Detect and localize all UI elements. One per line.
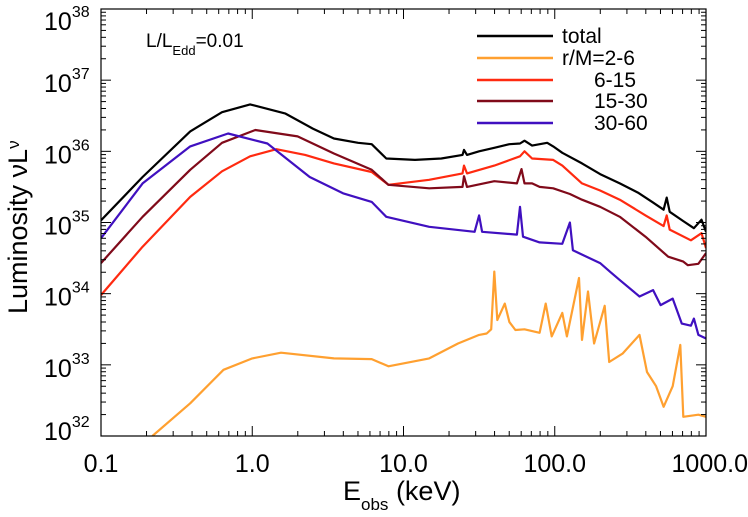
y-tick-label: 1036 (44, 137, 90, 169)
x-tick-label: 10.0 (379, 450, 428, 478)
y-tick-label: 1035 (44, 209, 90, 241)
legend-label: total (562, 25, 602, 48)
x-tick-label: 1.0 (235, 450, 270, 478)
y-tick-base: 10 (44, 418, 72, 446)
legend-label: 6-15 (594, 69, 636, 92)
legend-label: r/M=2-6 (562, 47, 635, 70)
series-line-30-60 (101, 132, 706, 340)
y-tick-exponent: 32 (72, 414, 90, 431)
series-line-15-30 (101, 128, 706, 267)
y-tick-exponent: 38 (72, 4, 90, 21)
legend-label: 15-30 (594, 90, 648, 113)
y-axis-label: Luminosity νLν (3, 140, 33, 314)
eddington-ratio-annotation: L/LEdd=0.01 (146, 31, 244, 58)
legend-label: 30-60 (594, 112, 648, 135)
y-tick-label: 1034 (44, 280, 90, 312)
y-tick-label: 1037 (44, 66, 90, 98)
y-tick-label: 1033 (44, 351, 90, 383)
y-tick-exponent: 36 (72, 137, 90, 154)
y-tick-base: 10 (44, 284, 72, 312)
y-tick-exponent: 34 (72, 280, 90, 297)
y-tick-base: 10 (44, 213, 72, 241)
axis-ticks (100, 8, 707, 437)
y-tick-base: 10 (44, 355, 72, 383)
y-tick-exponent: 37 (72, 66, 90, 83)
series-line-total (101, 103, 706, 233)
y-tick-label: 1032 (44, 414, 90, 446)
x-axis-label: Eobs (keV) (343, 476, 460, 514)
series-lines (101, 103, 706, 436)
y-tick-base: 10 (44, 141, 72, 169)
tick-labels: 0.1 1.0 10.0 100.0 1000.01032103310341035103… (44, 4, 748, 478)
y-tick-label: 1038 (44, 4, 90, 36)
x-tick-label: 1000.0 (672, 450, 748, 478)
y-tick-exponent: 33 (72, 351, 90, 368)
series-line-6-15 (101, 148, 706, 296)
y-tick-base: 10 (44, 8, 72, 36)
series-line-r-m-2-6 (151, 270, 706, 436)
x-tick-label: 0.1 (84, 450, 119, 478)
y-tick-exponent: 35 (72, 209, 90, 226)
x-tick-label: 100.0 (523, 450, 586, 478)
y-tick-base: 10 (44, 70, 72, 98)
